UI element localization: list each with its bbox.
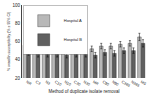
svg-text:Hospital A: Hospital A [64, 18, 82, 23]
svg-text:C30: C30 [73, 80, 81, 87]
svg-text:C365: C365 [121, 80, 131, 88]
svg-text:N3: N3 [44, 80, 50, 86]
svg-text:40: 40 [15, 57, 21, 62]
svg-text:N10: N10 [63, 80, 71, 87]
svg-text:Hospital B: Hospital B [64, 37, 83, 42]
svg-text:60: 60 [15, 39, 21, 44]
svg-text:C3: C3 [35, 80, 41, 86]
svg-text:N30: N30 [83, 80, 91, 87]
svg-text:20: 20 [15, 76, 21, 81]
svg-text:MR: MR [92, 80, 99, 87]
svg-text:% oxacillin susceptibility (%: % oxacillin susceptibility (% ± 95% CI) [7, 12, 11, 71]
svg-text:N90: N90 [111, 80, 119, 87]
svg-text:100: 100 [13, 3, 21, 8]
svg-text:Method of duplicate isolate re: Method of duplicate isolate removal [49, 89, 120, 94]
svg-text:NR: NR [25, 80, 32, 86]
svg-text:C90: C90 [102, 80, 110, 87]
svg-text:80: 80 [15, 21, 21, 26]
svg-text:N365: N365 [130, 80, 140, 88]
svg-text:MS: MS [140, 80, 147, 87]
svg-text:C10: C10 [54, 80, 62, 87]
